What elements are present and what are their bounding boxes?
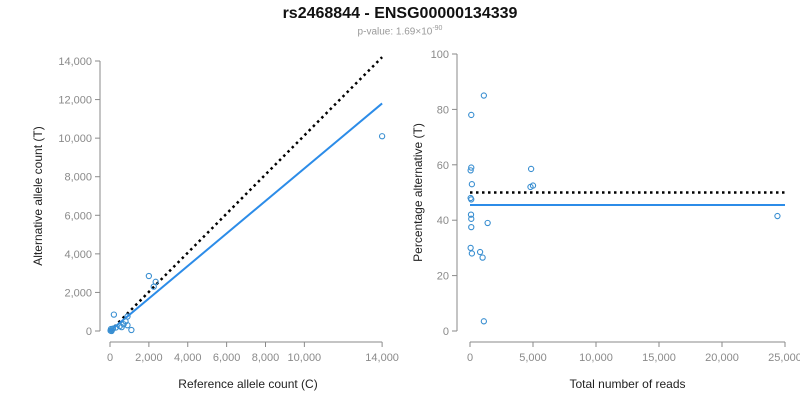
right-data-point — [468, 164, 475, 171]
left-x-tick-label: 10,000 — [288, 352, 322, 364]
right-y-tick-label: 60 — [437, 160, 449, 172]
chart-title: rs2468844 - ENSG00000134339 — [282, 5, 518, 22]
right-data-point — [467, 211, 475, 218]
right-x-axis: 0 5,000 10,000 15,000 20,000 25,000 — [467, 341, 800, 364]
right-data-point — [480, 92, 488, 99]
left-fit-line — [109, 102, 383, 332]
right-data-point — [480, 318, 488, 325]
left-data-point — [110, 311, 118, 318]
right-x-tick-label: 20,000 — [705, 352, 739, 364]
right-data-point — [468, 223, 475, 231]
right-x-tick-label: 0 — [467, 352, 473, 364]
right-data-point — [468, 250, 476, 257]
left-data-point — [378, 133, 386, 140]
allele-count-scatter-chart: 02,0004,0006,0008,00010,00012,00014,0000… — [31, 56, 399, 391]
left-x-tick-label: 2,000 — [135, 352, 163, 364]
right-data-point — [529, 182, 537, 189]
right-data-point — [774, 212, 781, 220]
right-data-point — [479, 254, 486, 261]
left-data-point — [128, 326, 135, 334]
left-data-point — [145, 272, 153, 280]
right-x-axis-label: Total number of reads — [569, 377, 685, 391]
left-x-axis-label: Reference allele count (C) — [178, 377, 317, 391]
right-data-point — [467, 167, 474, 174]
left-data-points — [107, 133, 386, 335]
left-y-tick-label: 4,000 — [64, 249, 92, 261]
left-x-axis: 0 2,000 4,000 6,000 8,000 10,000 14,000 — [107, 341, 399, 364]
right-y-tick-label: 40 — [437, 215, 449, 227]
p-value-subtitle: p-value: 1.69×10-90 — [0, 25, 800, 37]
left-x-tick-label: 0 — [107, 352, 113, 364]
left-y-axis-label: Alternative allele count (T) — [31, 126, 45, 265]
right-y-tick-label: 20 — [437, 271, 449, 283]
right-x-tick-label: 25,000 — [768, 352, 800, 364]
left-data-point — [150, 283, 157, 290]
left-y-tick-label: 12,000 — [58, 95, 92, 107]
left-data-point — [124, 322, 131, 329]
left-y-tick-label: 2,000 — [64, 287, 92, 299]
right-data-point — [527, 165, 535, 173]
left-x-tick-label: 6,000 — [213, 352, 241, 364]
percentage-alternative-scatter-chart: 0 20 40 60 80 100 0 5,000 10,000 15,000 20,000 25,0… — [411, 49, 800, 391]
left-x-tick-label: 8,000 — [252, 352, 280, 364]
right-y-tick-label: 0 — [443, 326, 449, 338]
left-x-tick-label: 4,000 — [174, 352, 202, 364]
p-value-text: p-value: 1.69×10 — [357, 26, 433, 38]
right-data-point — [467, 244, 474, 252]
left-reference-line — [109, 56, 383, 332]
left-y-tick-label: 8,000 — [64, 172, 92, 184]
right-data-point — [476, 248, 484, 256]
right-y-axis: 0 20 40 60 80 100 — [431, 49, 458, 338]
right-data-point — [468, 181, 476, 188]
right-x-tick-label: 15,000 — [642, 352, 676, 364]
left-y-tick-label: 0 — [86, 326, 92, 338]
right-data-point — [468, 215, 475, 222]
left-x-tick-label: 14,000 — [365, 352, 399, 364]
right-data-point — [484, 219, 491, 227]
left-y-tick-label: 6,000 — [64, 210, 92, 222]
right-y-axis-label: Percentage alternative (T) — [411, 123, 425, 262]
left-y-tick-label: 14,000 — [58, 56, 92, 68]
right-y-tick-label: 100 — [431, 49, 449, 61]
right-y-tick-label: 80 — [437, 104, 449, 116]
right-x-tick-label: 5,000 — [519, 352, 547, 364]
right-data-point — [468, 196, 475, 203]
p-value-exponent: -90 — [432, 25, 443, 32]
right-x-tick-label: 10,000 — [579, 352, 613, 364]
right-data-points — [467, 92, 781, 325]
left-data-point — [109, 325, 117, 332]
left-data-point — [116, 323, 123, 330]
left-y-axis: 0 2,000 4,000 6,000 8,000 10,000 12,000 14,000 — [58, 56, 101, 338]
left-y-tick-label: 10,000 — [58, 133, 92, 145]
right-data-point — [468, 111, 475, 119]
